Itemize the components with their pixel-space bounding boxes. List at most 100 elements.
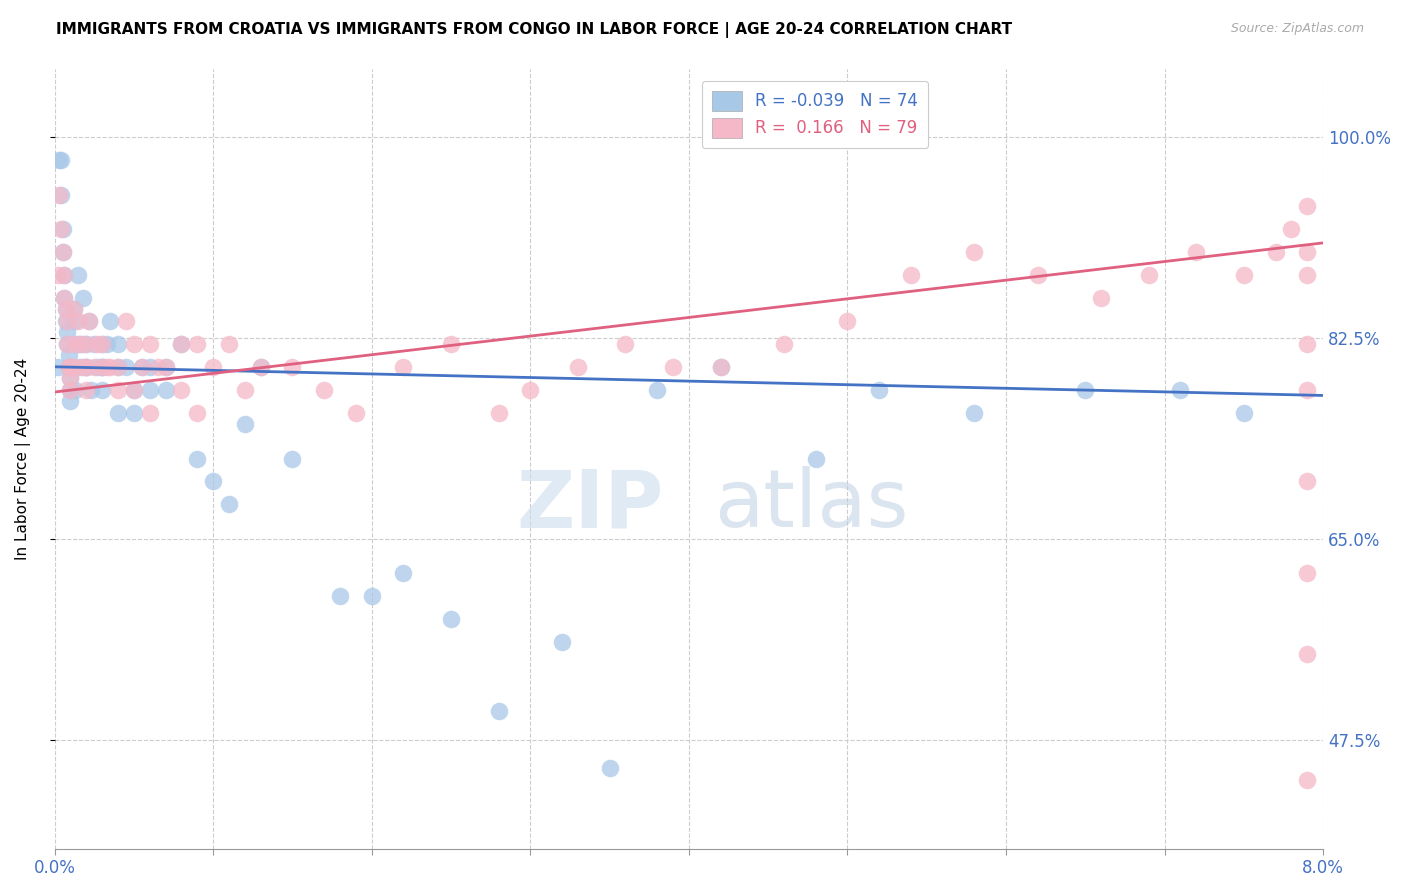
Point: [249, 359, 271, 374]
Point: [62, 302, 84, 317]
Point: [233, 417, 256, 431]
Point: [107, 359, 129, 374]
Point: [170, 336, 193, 351]
Point: [1296, 383, 1319, 397]
Point: [146, 359, 169, 374]
Point: [488, 406, 510, 420]
Point: [1185, 245, 1208, 260]
Point: [218, 336, 240, 351]
Point: [122, 336, 145, 351]
Point: [900, 268, 922, 282]
Point: [98, 314, 121, 328]
Point: [645, 383, 668, 397]
Point: [75, 359, 97, 374]
Point: [710, 359, 733, 374]
Point: [91, 336, 114, 351]
Point: [75, 336, 97, 351]
Point: [56, 326, 79, 340]
Point: [599, 761, 621, 775]
Point: [139, 406, 162, 420]
Point: [1137, 268, 1160, 282]
Point: [202, 475, 225, 489]
Point: [49, 222, 72, 236]
Point: [115, 314, 138, 328]
Point: [131, 359, 153, 374]
Point: [804, 451, 827, 466]
Point: [963, 406, 986, 420]
Point: [186, 336, 208, 351]
Point: [710, 359, 733, 374]
Point: [1233, 268, 1256, 282]
Point: [69, 359, 91, 374]
Point: [65, 314, 87, 328]
Point: [59, 359, 82, 374]
Point: [1074, 383, 1097, 397]
Point: [131, 359, 153, 374]
Point: [1264, 245, 1286, 260]
Point: [107, 359, 129, 374]
Point: [70, 336, 93, 351]
Point: [65, 359, 87, 374]
Point: [51, 222, 73, 236]
Point: [91, 359, 114, 374]
Point: [170, 336, 193, 351]
Point: [314, 383, 336, 397]
Point: [567, 359, 589, 374]
Point: [59, 359, 82, 374]
Point: [170, 383, 193, 397]
Point: [55, 302, 77, 317]
Point: [868, 383, 890, 397]
Point: [62, 336, 84, 351]
Point: [59, 383, 82, 397]
Point: [56, 336, 79, 351]
Point: [53, 268, 76, 282]
Point: [75, 336, 97, 351]
Point: [56, 336, 79, 351]
Point: [91, 359, 114, 374]
Point: [53, 291, 76, 305]
Y-axis label: In Labor Force | Age 20-24: In Labor Force | Age 20-24: [15, 358, 31, 559]
Point: [58, 359, 80, 374]
Point: [392, 359, 415, 374]
Point: [1296, 647, 1319, 661]
Point: [96, 336, 118, 351]
Point: [122, 406, 145, 420]
Point: [392, 566, 415, 581]
Point: [65, 383, 87, 397]
Point: [59, 359, 82, 374]
Point: [281, 451, 304, 466]
Point: [329, 589, 352, 603]
Point: [963, 245, 986, 260]
Point: [1296, 772, 1319, 787]
Point: [115, 359, 138, 374]
Point: [218, 498, 240, 512]
Point: [249, 359, 271, 374]
Point: [91, 383, 114, 397]
Point: [62, 302, 84, 317]
Point: [91, 359, 114, 374]
Point: [155, 359, 177, 374]
Point: [59, 371, 82, 385]
Point: [1296, 245, 1319, 260]
Point: [62, 336, 84, 351]
Point: [67, 314, 90, 328]
Point: [1026, 268, 1049, 282]
Point: [79, 314, 101, 328]
Point: [46, 268, 69, 282]
Point: [51, 245, 73, 260]
Point: [773, 336, 796, 351]
Text: IMMIGRANTS FROM CROATIA VS IMMIGRANTS FROM CONGO IN LABOR FORCE | AGE 20-24 CORR: IMMIGRANTS FROM CROATIA VS IMMIGRANTS FR…: [56, 22, 1012, 38]
Point: [46, 359, 69, 374]
Point: [59, 383, 82, 397]
Point: [139, 336, 162, 351]
Point: [488, 704, 510, 718]
Point: [49, 187, 72, 202]
Point: [1296, 566, 1319, 581]
Point: [233, 383, 256, 397]
Point: [83, 336, 105, 351]
Point: [1296, 199, 1319, 213]
Point: [67, 336, 90, 351]
Point: [98, 359, 121, 374]
Point: [75, 383, 97, 397]
Point: [107, 336, 129, 351]
